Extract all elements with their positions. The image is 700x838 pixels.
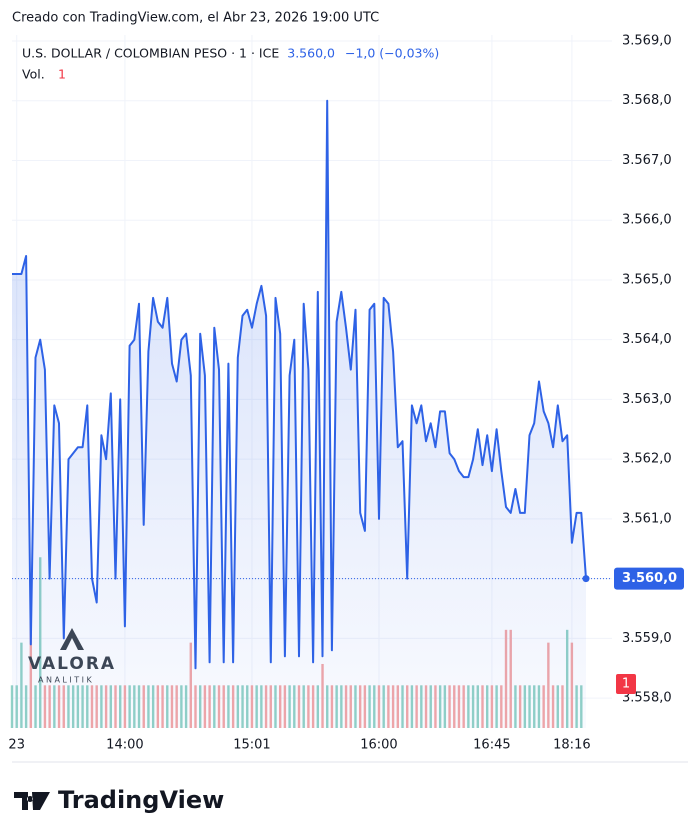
brand-name: TradingView <box>58 786 224 814</box>
y-tick-label: 3.565,0 <box>622 272 672 287</box>
y-tick-label: 3.568,0 <box>622 93 672 108</box>
last-price-tag-label: 3.560,0 <box>622 571 677 586</box>
last-price: 3.560,0 <box>287 46 335 61</box>
x-tick-label: 16:00 <box>360 738 397 753</box>
header: Creado con TradingView.com, el Abr 23, 2… <box>12 11 379 26</box>
y-tick-label: 3.562,0 <box>622 452 672 467</box>
y-tick-label: 3.559,0 <box>622 631 672 646</box>
x-tick-label: 18:16 <box>553 738 590 753</box>
y-tick-label: 3.569,0 <box>622 33 672 48</box>
volume-label: Vol. <box>22 67 45 82</box>
plot <box>12 99 612 728</box>
price-line <box>12 99 587 670</box>
watermark: VALORA ANALITIK <box>28 628 116 685</box>
brand-icon <box>14 792 50 810</box>
y-tick-label: 3.567,0 <box>622 153 672 168</box>
x-tick-label: 16:45 <box>473 738 510 753</box>
watermark-title: VALORA <box>28 654 116 674</box>
y-tick-label: 3.566,0 <box>622 213 672 228</box>
y-tick-label: 3.558,0 <box>622 691 672 706</box>
last-price-tag <box>614 567 684 590</box>
watermark-subtitle: ANALITIK <box>38 676 94 685</box>
price-change: −1,0 (−0,03%) <box>345 46 439 61</box>
x-tick-label: 15:01 <box>233 738 270 753</box>
brand-logo: TradingView <box>14 786 224 814</box>
x-tick-label: 14:00 <box>106 738 143 753</box>
x-tick-label: 23 <box>8 738 25 753</box>
y-tick-label: 3.564,0 <box>622 332 672 347</box>
labels: 3.558,0 3.559,0 3.560,0 3.561,0 3.562,0 3.563… <box>8 33 684 753</box>
volume-value: 1 <box>58 67 66 82</box>
y-tick-label: 3.561,0 <box>622 511 672 526</box>
area-fill <box>12 100 586 728</box>
y-tick-label: 3.563,0 <box>622 392 672 407</box>
volume-tag-label: 1 <box>622 677 630 692</box>
volume-tag <box>616 674 636 694</box>
symbol: U.S. DOLLAR / COLOMBIAN PESO · 1 · ICE <box>22 46 279 61</box>
watermark-icon <box>60 628 84 650</box>
